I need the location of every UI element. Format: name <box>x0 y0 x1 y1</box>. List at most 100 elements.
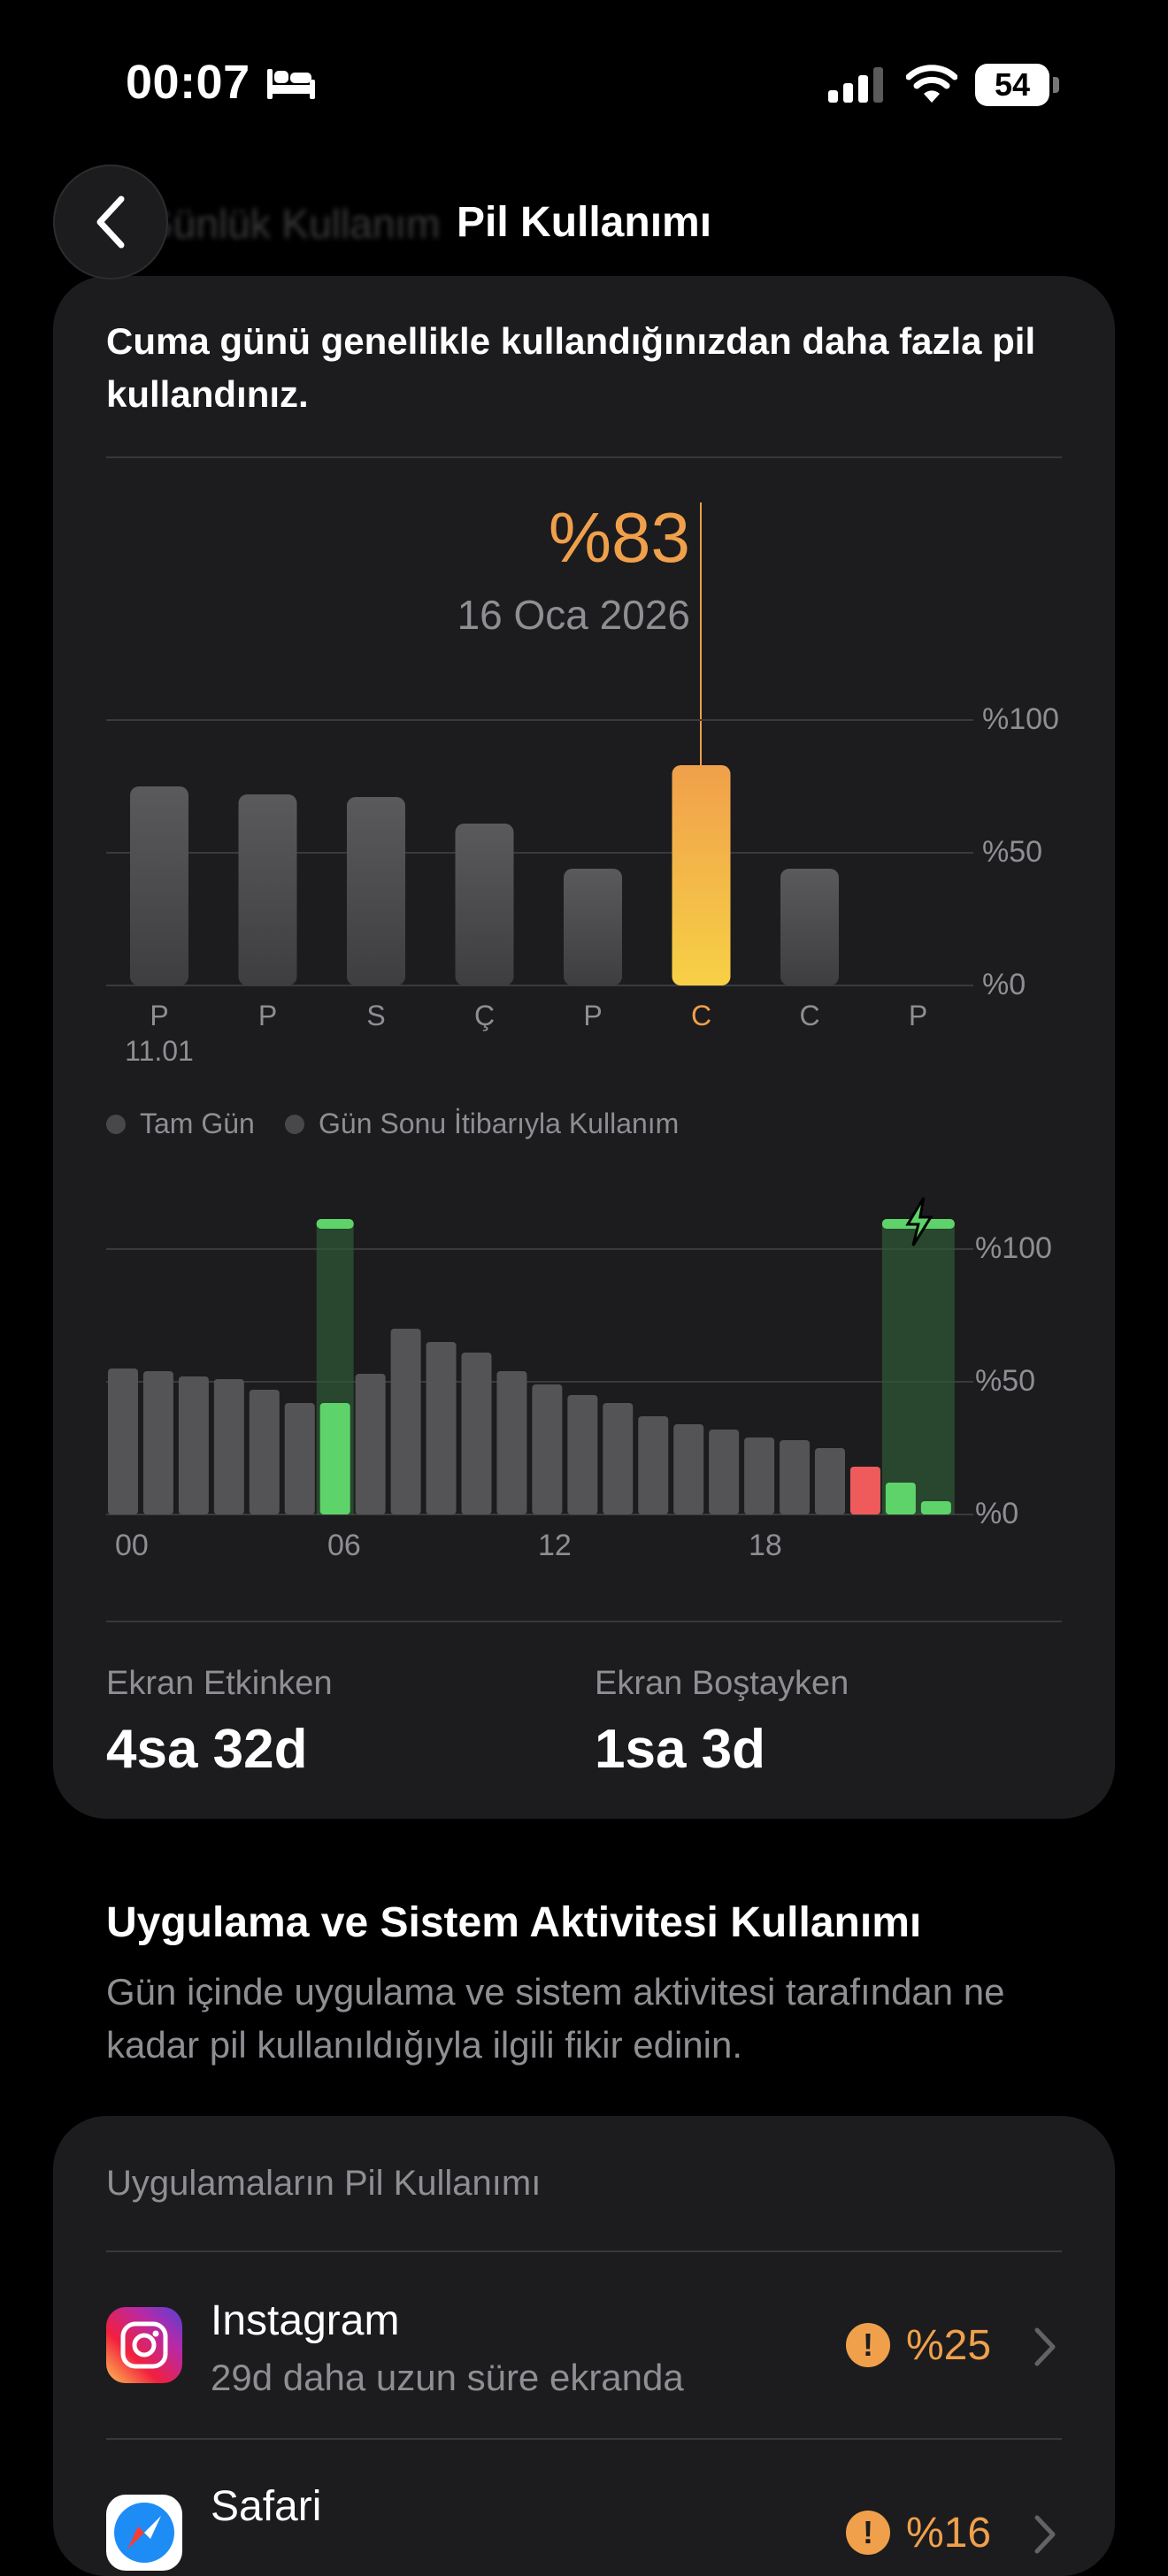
wifi-icon <box>906 65 957 103</box>
hourly-bar[interactable] <box>213 1379 244 1514</box>
app-name: Instagram <box>211 2297 400 2344</box>
battery-level: 54 <box>975 64 1049 106</box>
hourly-bar[interactable] <box>815 1448 845 1514</box>
hourly-bar[interactable] <box>638 1416 669 1514</box>
day-label: P <box>257 1000 278 1031</box>
page-title: Pil Kullanımı <box>457 199 712 246</box>
status-time: 00:07 <box>126 56 250 109</box>
day-label: C <box>799 1000 820 1031</box>
hourly-bar[interactable] <box>532 1384 563 1514</box>
daily-bar[interactable] <box>672 765 731 985</box>
hour-label-12: 12 <box>538 1529 572 1562</box>
chevron-left-icon <box>96 196 125 249</box>
battery-indicator: 54 <box>975 64 1060 106</box>
app-percent: %16 <box>906 2510 992 2557</box>
daily-bar[interactable] <box>564 869 622 985</box>
usage-summary: Cuma günü genellikle kullandığınızdan da… <box>106 320 1036 415</box>
legend-label: Gün Sonu İtibarıyla Kullanım <box>319 1108 680 1139</box>
hourly-bar[interactable] <box>249 1390 280 1514</box>
legend-dot <box>285 1114 304 1134</box>
battery-charts <box>106 719 973 1515</box>
hourly-bar[interactable] <box>461 1353 492 1514</box>
app-name: Safari <box>211 2483 322 2530</box>
day-label: P <box>908 1000 928 1031</box>
hour-label-18: 18 <box>749 1529 782 1562</box>
hourly-bar[interactable] <box>673 1424 704 1514</box>
section-description: Gün içinde uygulama ve sistem aktivitesi… <box>106 1971 1005 2066</box>
daily-tick-50: %50 <box>982 835 1043 869</box>
screen-idle-label: Ekran Boştayken <box>595 1665 849 1702</box>
hourly-bar[interactable] <box>355 1374 386 1514</box>
hourly-bar[interactable] <box>178 1376 209 1514</box>
chevron-right-icon <box>1034 2327 1056 2366</box>
daily-bar[interactable] <box>455 824 514 985</box>
screen-active-label: Ekran Etkinken <box>106 1665 333 1702</box>
warning-icon: ! <box>846 2511 890 2555</box>
instagram-logo <box>106 2307 182 2383</box>
hourly-bar[interactable] <box>603 1403 634 1514</box>
divider <box>106 2250 1062 2252</box>
hourly-bar[interactable] <box>780 1440 811 1514</box>
legend-end-of-day: Gün Sonu İtibarıyla Kullanım <box>285 1108 679 1140</box>
hour-label-00: 00 <box>115 1529 149 1562</box>
cellular-signal-icon <box>828 67 883 103</box>
hourly-tick-50: %50 <box>975 1364 1036 1398</box>
hourly-bar[interactable] <box>142 1371 173 1514</box>
instagram-icon <box>106 2307 182 2383</box>
hourly-bar[interactable] <box>108 1368 138 1514</box>
divider <box>106 1621 1062 1622</box>
legend-full-day: Tam Gün <box>106 1108 255 1140</box>
sleep-focus-icon <box>267 69 315 99</box>
screen-active-value: 4sa 32d <box>106 1719 308 1780</box>
hourly-bar[interactable] <box>567 1395 598 1514</box>
hourly-bar[interactable] <box>709 1430 740 1514</box>
hour-label-06: 06 <box>327 1529 361 1562</box>
charging-cap <box>316 1219 354 1229</box>
first-date-label: 11.01 <box>125 1035 194 1067</box>
hourly-bar[interactable] <box>426 1342 457 1514</box>
screen-idle-value: 1sa 3d <box>595 1719 766 1780</box>
hourly-bar[interactable] <box>744 1438 775 1514</box>
section-title: Uygulama ve Sistem Aktivitesi Kullanımı <box>106 1899 922 1946</box>
selected-day-percent: %83 <box>548 498 690 577</box>
divider <box>106 2438 1062 2440</box>
day-label: P <box>150 1000 169 1031</box>
safari-logo <box>106 2495 182 2571</box>
day-label: P <box>583 1000 603 1031</box>
battery-cap <box>1053 77 1059 93</box>
daily-tick-0: %0 <box>982 968 1026 1001</box>
divider <box>106 456 1062 458</box>
battery-usage-card <box>53 276 1115 1819</box>
charging-band <box>881 1223 955 1514</box>
legend-dot <box>106 1114 126 1134</box>
hourly-bar[interactable] <box>284 1403 315 1514</box>
apps-battery-card <box>53 2116 1115 2576</box>
hourly-tick-0: %0 <box>975 1497 1019 1530</box>
hourly-tick-100: %100 <box>975 1231 1052 1265</box>
daily-tick-100: %100 <box>982 702 1059 736</box>
safari-icon <box>106 2495 182 2571</box>
selection-indicator-line <box>700 502 702 768</box>
daily-bar[interactable] <box>130 786 188 985</box>
daily-bar[interactable] <box>238 794 297 985</box>
hourly-bar[interactable] <box>920 1501 951 1514</box>
app-percent: %25 <box>906 2322 992 2369</box>
hourly-bar[interactable] <box>496 1371 527 1514</box>
back-button[interactable] <box>53 165 168 280</box>
daily-bar[interactable] <box>347 797 405 985</box>
previous-page-title: Günlük Kullanım <box>142 201 441 247</box>
charging-bolt-icon <box>905 1197 934 1246</box>
day-label: S <box>366 1000 386 1031</box>
selected-day-date: 16 Oca 2026 <box>457 592 690 638</box>
warning-icon: ! <box>846 2323 890 2367</box>
day-label: Ç <box>473 1000 496 1031</box>
hourly-bar[interactable] <box>885 1483 916 1514</box>
chevron-right-icon <box>1034 2515 1056 2554</box>
daily-bar[interactable] <box>780 869 839 985</box>
app-subtitle: 29d daha uzun süre ekranda <box>211 2357 684 2398</box>
legend-label: Tam Gün <box>140 1108 255 1139</box>
hourly-bar[interactable] <box>319 1403 350 1514</box>
hourly-bar[interactable] <box>390 1329 421 1514</box>
apps-card-title: Uygulamaların Pil Kullanımı <box>106 2164 542 2203</box>
hourly-bar[interactable] <box>849 1467 880 1514</box>
